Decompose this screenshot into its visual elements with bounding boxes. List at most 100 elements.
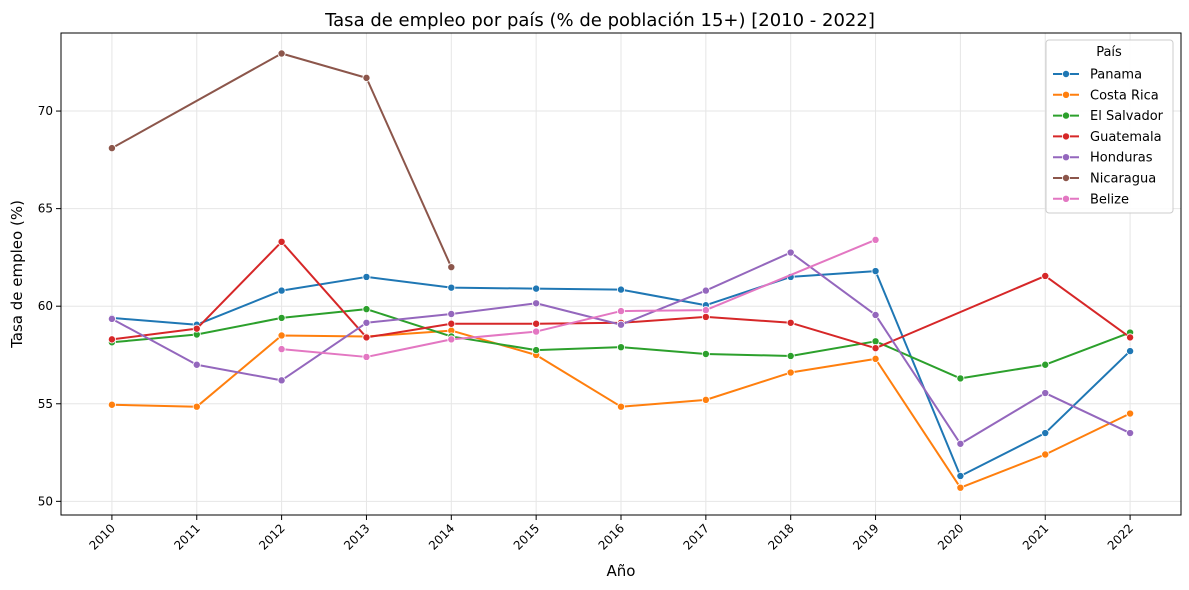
data-point xyxy=(192,402,201,411)
x-tick-label: 2016 xyxy=(596,521,627,552)
data-point xyxy=(786,351,795,360)
data-point xyxy=(277,237,286,246)
series-honduras xyxy=(107,248,1135,448)
legend-marker xyxy=(1062,153,1071,162)
y-tick-label: 65 xyxy=(38,202,53,216)
x-tick-label: 2011 xyxy=(171,521,202,552)
data-point xyxy=(871,235,880,244)
x-tick-label: 2017 xyxy=(680,521,711,552)
data-point xyxy=(277,376,286,385)
data-point xyxy=(1041,429,1050,438)
x-tick-label: 2013 xyxy=(341,521,372,552)
x-tick-label: 2010 xyxy=(87,521,118,552)
x-tick-label: 2021 xyxy=(1020,521,1051,552)
legend-marker xyxy=(1062,132,1071,141)
y-tick-label: 55 xyxy=(38,397,53,411)
legend-marker xyxy=(1062,194,1071,203)
data-point xyxy=(362,333,371,342)
x-tick-label: 2012 xyxy=(256,521,287,552)
data-point xyxy=(1041,389,1050,398)
data-point xyxy=(362,318,371,327)
data-point xyxy=(871,354,880,363)
data-point xyxy=(871,344,880,353)
legend-box xyxy=(1045,39,1174,214)
grid xyxy=(61,33,1181,515)
legend-title: País xyxy=(1096,45,1122,60)
data-point xyxy=(447,335,456,344)
data-point xyxy=(532,327,541,336)
data-point xyxy=(871,267,880,276)
x-tick-label: 2019 xyxy=(850,521,881,552)
data-point xyxy=(786,318,795,327)
data-point xyxy=(956,471,965,480)
legend-marker xyxy=(1062,90,1071,99)
data-point xyxy=(617,343,626,352)
legend-label: Honduras xyxy=(1090,151,1153,166)
data-point xyxy=(362,272,371,281)
data-point xyxy=(701,350,710,359)
legend-label: El Salvador xyxy=(1090,109,1164,124)
data-point xyxy=(192,324,201,333)
series-line xyxy=(281,238,876,358)
data-point xyxy=(277,345,286,354)
data-point xyxy=(701,286,710,295)
legend-label: Guatemala xyxy=(1090,130,1162,145)
data-point xyxy=(1126,409,1135,418)
data-point xyxy=(277,313,286,322)
x-tick-label: 2020 xyxy=(935,521,966,552)
y-tick-label: 50 xyxy=(38,494,53,508)
data-point xyxy=(871,337,880,346)
data-point xyxy=(617,307,626,316)
series-nicaragua xyxy=(107,49,456,272)
series-line xyxy=(111,240,1131,350)
y-axis-label: Tasa de empleo (%) xyxy=(8,200,26,349)
legend-label: Panama xyxy=(1090,68,1142,83)
legend-label: Belize xyxy=(1090,192,1129,207)
y-tick-label: 60 xyxy=(38,299,53,313)
data-point xyxy=(532,284,541,293)
data-point xyxy=(786,248,795,257)
data-point xyxy=(447,263,456,272)
data-point xyxy=(277,49,286,58)
data-point xyxy=(532,299,541,308)
series-belize xyxy=(277,235,880,361)
data-point xyxy=(1126,333,1135,342)
chart-title: Tasa de empleo por país (% de población … xyxy=(324,10,875,31)
data-point xyxy=(1126,429,1135,438)
data-point xyxy=(871,310,880,319)
data-point xyxy=(447,319,456,328)
data-point xyxy=(532,346,541,355)
data-point xyxy=(107,314,116,323)
data-point xyxy=(701,306,710,315)
data-point xyxy=(362,352,371,361)
x-axis: 2010 2011 2012 2013 2014 2015 2016 2017 2018 2019… xyxy=(87,515,1136,553)
data-point xyxy=(107,335,116,344)
x-axis-label: Año xyxy=(607,562,636,580)
data-point xyxy=(532,319,541,328)
data-point xyxy=(1041,450,1050,459)
legend-marker xyxy=(1062,111,1071,120)
x-tick-label: 2014 xyxy=(426,521,457,552)
x-tick-label: 2015 xyxy=(511,521,542,552)
data-point xyxy=(786,368,795,377)
legend: País Panama Costa Rica El Salvador Guatemal… xyxy=(1045,39,1174,214)
legend-marker xyxy=(1062,173,1071,182)
data-point xyxy=(956,483,965,492)
y-axis: 50 55 60 65 70 xyxy=(38,104,61,508)
data-point xyxy=(701,395,710,404)
data-point xyxy=(701,312,710,321)
data-point xyxy=(107,144,116,153)
legend-marker xyxy=(1062,70,1071,79)
data-point xyxy=(956,439,965,448)
data-point xyxy=(362,73,371,82)
data-point xyxy=(277,286,286,295)
data-point xyxy=(447,310,456,319)
data-point xyxy=(1041,271,1050,280)
data-point xyxy=(362,305,371,314)
data-point xyxy=(107,400,116,409)
data-point xyxy=(617,320,626,329)
legend-label: Nicaragua xyxy=(1090,172,1156,187)
data-point xyxy=(277,331,286,340)
series-line xyxy=(111,52,453,268)
data-point xyxy=(192,360,201,369)
